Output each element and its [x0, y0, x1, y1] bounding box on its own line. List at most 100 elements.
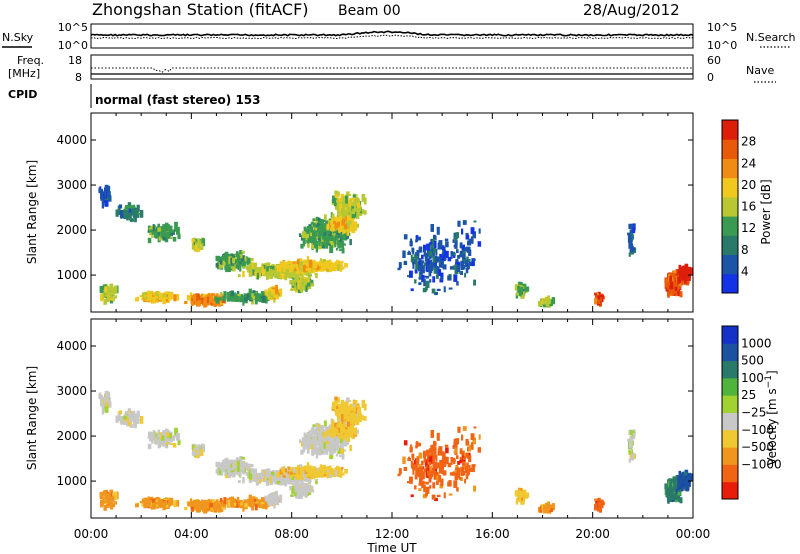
power-cell: [670, 281, 674, 290]
velocity-cell: [336, 406, 339, 409]
power-cell: [679, 291, 683, 298]
velocity-cell: [144, 502, 148, 506]
power-cell: [325, 220, 328, 226]
power-cell: [149, 229, 152, 233]
velocity-cell: [219, 502, 222, 507]
velocity-cell: [158, 499, 162, 507]
power-cell: [457, 255, 461, 259]
velocity-cell: [102, 403, 105, 409]
power-cell: [468, 238, 472, 246]
power-cell: [307, 286, 312, 289]
velocity-cell: [135, 503, 139, 508]
power-cell: [516, 291, 520, 296]
velocity-cell: [123, 419, 127, 425]
velocity-cell: [341, 453, 345, 460]
velocity-cell: [308, 471, 312, 478]
velocity-cell: [166, 438, 171, 445]
velocity-cell: [347, 427, 351, 434]
power-cell: [418, 259, 422, 267]
power-cell: [99, 285, 104, 294]
power-cell: [685, 278, 690, 286]
power-cell: [675, 293, 678, 297]
power-cell: [295, 265, 299, 269]
power-cell: [673, 278, 676, 285]
power-cell: [435, 248, 438, 256]
velocity-cell: [317, 427, 322, 430]
power-cell: [293, 263, 296, 267]
velocity-cell: [293, 469, 296, 473]
power-cell: [265, 271, 268, 274]
power-cell: [242, 270, 245, 278]
power-cell: [147, 230, 150, 233]
power-cell: [147, 237, 152, 244]
power-cell: [332, 220, 336, 225]
velocity-cell: [218, 461, 221, 469]
power-cell: [411, 257, 415, 263]
power-cell: [193, 241, 196, 246]
velocity-cell: [197, 449, 200, 455]
power-cell: [454, 266, 459, 275]
power-cell: [314, 227, 318, 231]
velocity-cell: [99, 491, 104, 500]
velocity-cell: [258, 476, 262, 484]
velocity-cell: [303, 432, 307, 440]
power-cell: [433, 248, 437, 254]
velocity-cell: [287, 466, 291, 471]
power-cell: [270, 265, 275, 271]
velocity-cell: [136, 414, 139, 421]
velocity-cell: [299, 467, 304, 473]
power-cell: [433, 235, 437, 241]
power-cell: [238, 254, 243, 259]
power-cell: [673, 273, 676, 279]
velocity-cell: [106, 391, 111, 399]
power-cell: [453, 232, 456, 239]
power-cell: [250, 262, 254, 269]
power-cell: [297, 287, 301, 294]
power-cell: [665, 279, 668, 288]
power-cell: [242, 296, 246, 300]
velocity-cell: [104, 496, 108, 504]
power-cell: [413, 254, 417, 259]
power-cell: [409, 240, 413, 247]
velocity-cell: [278, 475, 281, 481]
velocity-cell: [262, 470, 266, 476]
velocity-cell: [312, 436, 316, 444]
power-cell: [237, 296, 241, 299]
power-cell: [441, 260, 444, 268]
velocity-cell: [128, 418, 133, 422]
velocity-cell: [242, 504, 245, 512]
velocity-cell: [329, 451, 333, 456]
velocity-cell: [237, 460, 240, 468]
power-cell: [104, 190, 107, 198]
velocity-cell: [174, 427, 178, 436]
power-cell: [594, 293, 598, 296]
power-cell: [689, 267, 693, 275]
power-cell: [677, 285, 681, 290]
power-cell: [628, 234, 632, 243]
power-cell: [452, 239, 456, 243]
power-cell: [340, 242, 344, 248]
power-cell: [418, 272, 422, 280]
velocity-cell: [337, 470, 340, 477]
power-colorbar-swatch: [722, 120, 738, 140]
power-cell: [430, 267, 434, 270]
power-cell: [425, 286, 428, 291]
velocity-cell: [102, 498, 105, 504]
velocity-cell: [332, 469, 337, 478]
velocity-cell: [339, 409, 342, 418]
power-cell: [429, 267, 432, 273]
velocity-cell: [224, 471, 227, 475]
velocity-cell: [266, 468, 271, 472]
velocity-cell: [200, 503, 204, 510]
power-cell: [293, 279, 297, 284]
velocity-cell: [334, 428, 339, 435]
velocity-cell: [166, 433, 171, 437]
power-cell: [312, 223, 317, 227]
power-cell: [342, 266, 345, 270]
velocity-cell: [132, 414, 137, 422]
velocity-cell: [261, 471, 264, 480]
velocity-cell: [140, 416, 144, 424]
velocity-cell: [333, 404, 337, 413]
velocity-cell: [241, 456, 245, 460]
power-cell: [478, 228, 481, 234]
